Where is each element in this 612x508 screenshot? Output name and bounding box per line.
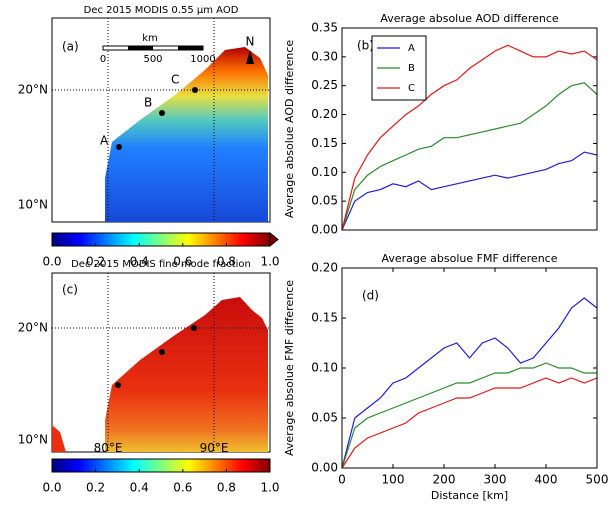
colorbar-tick-label: 0.8 <box>217 255 236 269</box>
point <box>115 382 121 388</box>
colorbar-tick-label: 1.0 <box>260 481 279 495</box>
y-tick-label: 0.25 <box>311 78 338 92</box>
legend-label: C <box>408 83 415 94</box>
lon-label: 90°E <box>200 441 229 455</box>
lat-label: 10°N <box>18 433 48 447</box>
ocean <box>52 425 66 452</box>
map-a: Dec 2015 MODIS 0.55 μm AOD (a) km 0 500 … <box>18 5 271 223</box>
series-line <box>341 151 598 231</box>
lat-label: 20°N <box>18 83 48 97</box>
series-line <box>341 297 598 469</box>
point <box>159 349 165 355</box>
y-tick-label: 0.00 <box>311 461 338 475</box>
panel-label: (b) <box>357 39 374 53</box>
point <box>116 144 122 150</box>
y-tick-label: 0.10 <box>311 165 338 179</box>
x-tick-label: 500 <box>586 473 609 487</box>
chart-title: Average absolue FMF difference <box>381 252 557 265</box>
colorbar-tick-label: 0.8 <box>217 481 236 495</box>
colorbar-tick-label: 0.4 <box>130 481 149 495</box>
y-axis-label: Average absolue FMF difference <box>283 280 296 456</box>
scale-label: 500 <box>143 54 162 65</box>
x-tick-label: 400 <box>535 473 558 487</box>
x-tick-label: 0 <box>338 473 346 487</box>
series-line <box>341 362 597 469</box>
point <box>159 110 165 116</box>
point <box>192 87 198 93</box>
lat-label: 10°N <box>18 198 48 212</box>
x-axis-label: Distance [km] <box>431 489 508 502</box>
map-c: Dec 2015 MODIS fine mode fraction (c) 20… <box>18 259 271 455</box>
y-tick-label: 0.15 <box>311 136 338 150</box>
scale-label: 1000 <box>190 54 215 65</box>
point <box>191 325 197 331</box>
lat-label: 20°N <box>18 321 48 335</box>
colorbar-tick-label: 0.4 <box>130 255 149 269</box>
scale-bar <box>128 46 153 50</box>
north-label: N <box>246 35 255 49</box>
point-label: B <box>144 96 152 110</box>
colorbar-extend <box>269 231 279 248</box>
colorbar-tick-label: 0.2 <box>86 255 105 269</box>
panel-label: (a) <box>62 40 79 54</box>
point-label: C <box>171 73 179 87</box>
ocean <box>105 47 268 222</box>
y-tick-label: 0.05 <box>311 194 338 208</box>
colorbar-tick-label: 0.6 <box>173 481 192 495</box>
y-tick-label: 0.30 <box>311 49 338 63</box>
y-tick-label: 0.35 <box>311 21 338 35</box>
panel-label: (c) <box>62 283 78 297</box>
x-tick-label: 200 <box>433 473 456 487</box>
colorbar-tick-label: 0.6 <box>173 255 192 269</box>
north-arrow <box>246 50 254 64</box>
colorbar <box>51 232 271 247</box>
y-tick-label: 0.05 <box>311 411 338 425</box>
y-tick-label: 0.20 <box>311 107 338 121</box>
map-title: Dec 2015 MODIS fine mode fraction <box>71 259 251 270</box>
panel-label: (d) <box>362 289 379 303</box>
y-tick-label: 0.10 <box>311 361 338 375</box>
colorbar-tick-label: 0.2 <box>86 481 105 495</box>
scale-unit: km <box>142 33 158 44</box>
ocean <box>105 297 268 452</box>
y-axis-label: Average absolue AOD difference <box>283 40 296 219</box>
series-line <box>341 44 598 231</box>
colorbar <box>51 458 271 473</box>
plot-frame <box>341 27 598 231</box>
point-label: A <box>100 134 109 148</box>
scale-bar <box>178 46 203 50</box>
legend-label: A <box>408 43 415 54</box>
map-title: Dec 2015 MODIS 0.55 μm AOD <box>84 5 239 16</box>
lon-label: 80°E <box>94 441 123 455</box>
x-tick-label: 300 <box>484 473 507 487</box>
series-line <box>341 377 598 469</box>
chart-title: Average absolue AOD difference <box>380 12 559 25</box>
colorbar-tick-label: 0.0 <box>42 255 61 269</box>
y-tick-label: 0.15 <box>311 311 338 325</box>
x-tick-label: 100 <box>382 473 405 487</box>
colorbar-tick-label: 0.0 <box>42 481 61 495</box>
legend-label: B <box>408 63 415 74</box>
series-line <box>341 82 598 231</box>
scale-label: 0 <box>100 54 106 65</box>
y-tick-label: 0.00 <box>311 223 338 237</box>
plot-frame <box>341 267 598 469</box>
colorbar-tick-label: 1.0 <box>260 255 279 269</box>
y-tick-label: 0.20 <box>311 261 338 275</box>
